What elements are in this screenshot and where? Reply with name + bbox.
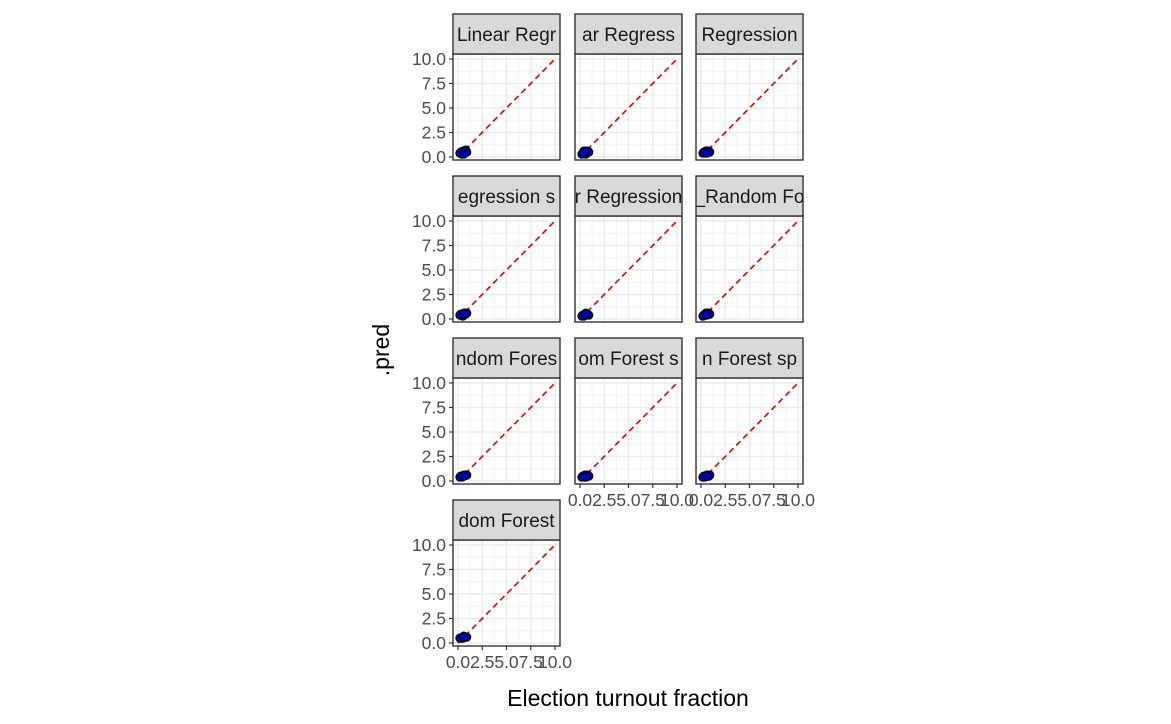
facet-strip-label: r Regression — [575, 187, 683, 208]
y-tick-label: 5.0 — [422, 260, 447, 280]
x-axis-title: Election turnout fraction — [507, 685, 749, 711]
identity-reference-line — [457, 544, 556, 644]
data-point — [581, 146, 591, 156]
facet-panel: ar Regress — [574, 13, 683, 161]
facet-strip — [695, 175, 804, 217]
x-tick-label: 0.0 — [689, 490, 714, 510]
facet-strip — [452, 175, 561, 217]
identity-reference-line — [700, 382, 799, 482]
identity-reference-line — [457, 58, 556, 158]
x-tick-label: 7.5 — [519, 652, 543, 672]
facet-strip-label: egression s — [458, 187, 555, 208]
facet-panel: r Regression — [574, 175, 683, 323]
data-point — [459, 471, 469, 481]
y-tick-label: 7.5 — [422, 74, 446, 94]
facet-strip — [452, 337, 561, 379]
data-point — [702, 471, 712, 481]
x-tick-label: 10.0 — [660, 490, 694, 510]
identity-reference-line — [700, 58, 799, 158]
facet-strip — [574, 337, 683, 379]
facet-strip — [574, 13, 683, 55]
y-tick-label: 10.0 — [412, 49, 446, 69]
facet-strip — [695, 13, 804, 55]
facet-strip-label: dom Forest — [458, 511, 555, 532]
y-tick-label: 2.5 — [422, 447, 446, 467]
x-tick-label: 10.0 — [538, 652, 572, 672]
facet-panel: Linear Regr 0.0 2.5 5.0 7.5 10.0 — [412, 13, 561, 167]
data-point — [702, 310, 712, 320]
facet-strip-label: Linear Regr — [457, 25, 557, 46]
facet-panel: om Forest s 0.0 2.5 5.0 7.510.0 — [568, 337, 694, 510]
y-tick-label: 10.0 — [412, 373, 446, 393]
identity-reference-line — [457, 382, 556, 482]
data-point — [459, 149, 469, 159]
facet-strip-label: om Forest s — [578, 349, 678, 370]
facet-strip-label: n Forest sp — [702, 349, 797, 370]
y-tick-label: 0.0 — [422, 147, 447, 167]
data-point — [459, 632, 469, 642]
facet-panel: n Forest sp 0.0 2.5 5.0 7.510.0 — [689, 337, 815, 510]
x-tick-label: 5.0 — [737, 490, 762, 510]
facet-panel: ndom Fores 0.0 2.5 5.0 7.5 10.0 — [412, 337, 561, 491]
y-axis-title: .pred — [368, 324, 394, 376]
y-tick-label: 7.5 — [422, 560, 446, 580]
identity-reference-line — [579, 58, 678, 158]
x-tick-label: 7.5 — [641, 490, 665, 510]
data-point — [702, 148, 712, 158]
y-tick-label: 7.5 — [422, 398, 446, 418]
x-tick-label: 7.5 — [762, 490, 786, 510]
facet-strip — [695, 337, 804, 379]
facet-strip-label: ndom Fores — [456, 349, 557, 370]
identity-reference-line — [579, 220, 678, 320]
x-tick-label: 5.0 — [616, 490, 641, 510]
y-tick-label: 0.0 — [422, 309, 447, 329]
identity-reference-line — [579, 382, 678, 482]
x-tick-label: 10.0 — [781, 490, 815, 510]
facet-strip — [452, 13, 561, 55]
y-tick-label: 10.0 — [412, 211, 446, 231]
y-tick-label: 5.0 — [422, 584, 447, 604]
facet-panel: _Random Fo — [694, 175, 805, 323]
x-tick-label: 5.0 — [494, 652, 519, 672]
facet-strip — [452, 499, 561, 541]
y-tick-label: 2.5 — [422, 285, 446, 305]
facet-strip-label: _Random Fo — [694, 187, 805, 208]
y-tick-label: 0.0 — [422, 633, 447, 653]
x-tick-label: 2.5 — [470, 652, 494, 672]
y-tick-label: 10.0 — [412, 535, 446, 555]
x-tick-label: 0.0 — [446, 652, 471, 672]
facet-strip-label: ar Regress — [582, 25, 675, 46]
identity-reference-line — [700, 220, 799, 320]
facet-panel: egression s 0.0 2.5 5.0 7.5 10.0 — [412, 175, 561, 329]
y-tick-label: 0.0 — [422, 471, 447, 491]
y-tick-label: 5.0 — [422, 98, 447, 118]
data-point — [581, 309, 591, 319]
identity-reference-line — [457, 220, 556, 320]
y-tick-label: 7.5 — [422, 236, 446, 256]
data-point — [581, 472, 591, 482]
y-tick-label: 2.5 — [422, 609, 446, 629]
data-point — [459, 309, 469, 319]
facet-strip — [574, 175, 683, 217]
facet-panel: Regression — [695, 13, 804, 161]
x-tick-label: 0.0 — [568, 490, 593, 510]
y-tick-label: 2.5 — [422, 123, 446, 143]
x-tick-label: 2.5 — [592, 490, 616, 510]
x-tick-label: 2.5 — [713, 490, 737, 510]
y-tick-label: 5.0 — [422, 422, 447, 442]
facet-strip-label: Regression — [701, 25, 797, 46]
